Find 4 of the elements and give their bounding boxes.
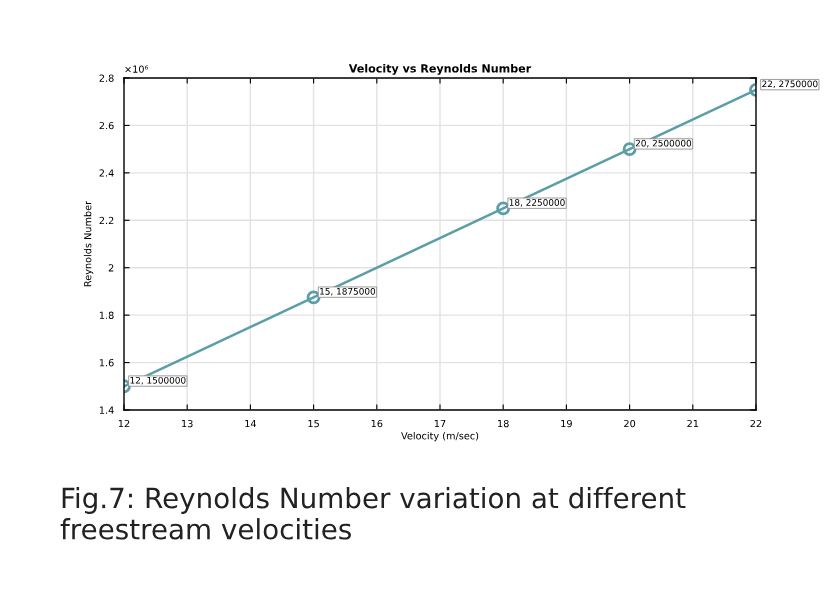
point bbox=[622, 142, 637, 157]
caption: Fig.7: Reynolds Number variation at different freestream velocities bbox=[60, 487, 686, 540]
point bbox=[496, 201, 511, 216]
point bbox=[306, 290, 321, 305]
